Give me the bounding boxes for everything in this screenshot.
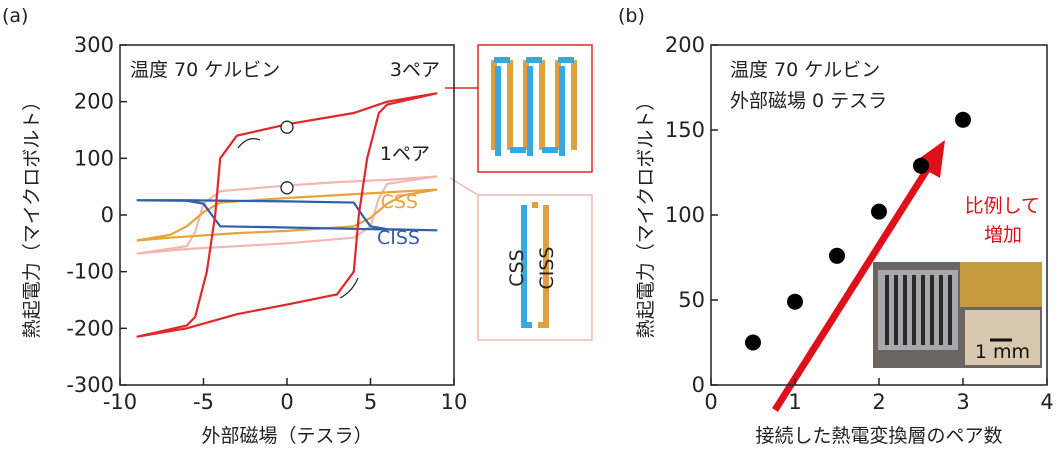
x-tick-label: 0 [280,390,293,414]
y-tick-label: 150 [665,118,705,142]
y-tick-label: -200 [66,316,114,340]
inset-top [445,45,592,172]
annotation: 1 mm [975,341,1030,363]
point [787,294,803,310]
point [745,335,761,351]
y-tick-label: 200 [74,90,114,114]
x-tick-label: 10 [441,390,468,414]
y-tick-label: 0 [101,203,114,227]
figure: (a)-10-50510-300-200-1000100200300外部磁場（テ… [0,0,1061,448]
point [871,204,887,220]
point [955,112,971,128]
marker [281,182,293,194]
y-axis-label: 熱起電力（マイクロボルト） [635,92,657,339]
series-label: CISS [377,227,420,249]
y-tick-label: -300 [66,373,114,397]
x-axis-label: 接続した熱電変換層のペア数 [755,425,1002,447]
inset-label: CSS [506,249,528,286]
x-tick-label: -5 [193,390,214,414]
y-axis-label: 熱起電力（マイクロボルト） [21,92,43,339]
x-tick-label: 4 [1040,390,1053,414]
annotation: 外部磁場 0 テスラ [730,90,887,112]
y-tick-label: 100 [665,203,705,227]
x-tick-label: 3 [956,390,969,414]
point [913,158,929,174]
plot-frame [120,45,454,385]
y-tick-label: -100 [66,260,114,284]
y-tick-label: 100 [74,146,114,170]
y-tick-label: 50 [678,288,705,312]
y-tick-label: 0 [692,373,705,397]
point [829,248,845,264]
panel-label: (b) [618,5,645,27]
marker [281,121,293,133]
annotation: 増加 [984,224,1022,246]
series-label: CSS [381,191,418,213]
annotation: 比例して [965,195,1040,217]
series-label: 1ペア [380,143,430,165]
x-tick-label: 1 [788,390,801,414]
x-tick-label: 0 [704,390,717,414]
annotation: 温度 70 ケルビン [130,59,280,81]
x-axis-label: 外部磁場（テスラ） [201,425,372,447]
y-tick-label: 300 [74,33,114,57]
inset-label: CISS [536,247,558,290]
x-tick-label: 5 [364,390,377,414]
y-tick-label: 200 [665,33,705,57]
sweep-arrow [238,139,260,148]
annotation: 温度 70 ケルビン [730,59,880,81]
x-tick-label: 2 [872,390,885,414]
panel-label: (a) [2,5,28,27]
series-label: 3ペア [390,59,440,81]
